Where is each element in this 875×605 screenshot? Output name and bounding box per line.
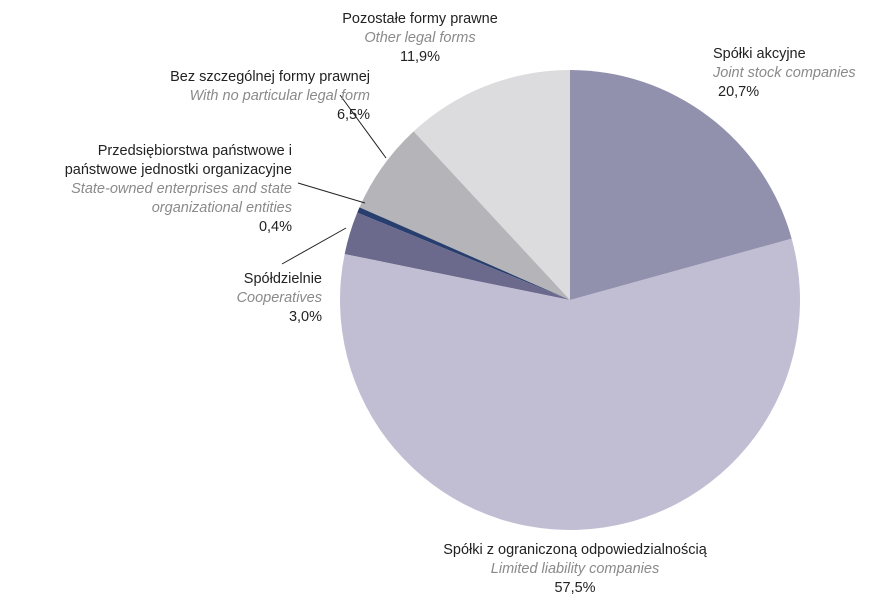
name: Spółki akcyjne <box>713 46 806 62</box>
name: Przedsiębiorstwa państwowe i państwowe j… <box>64 143 292 178</box>
slice-label: Spółki akcyjne Joint stock companies 20,7% <box>713 45 875 102</box>
slice-label: Spółdzielnie Cooperatives 3,0% <box>120 270 322 327</box>
leader-line <box>281 227 347 265</box>
value: 57,5% <box>554 580 596 596</box>
en: State-owned enterprises and state organi… <box>71 181 292 216</box>
slice-label: Bez szczególnej formy prawnej With no par… <box>60 68 370 125</box>
name: Pozostałe formy prawne <box>342 11 498 27</box>
name: Spółdzielnie <box>243 271 322 287</box>
value: 3,0% <box>288 309 322 325</box>
value: 20,7% <box>718 84 760 100</box>
name: Bez szczególnej formy prawnej <box>170 69 370 85</box>
value: 0,4% <box>258 219 292 235</box>
slice-label: Spółki z ograniczoną odpowiedzialnością L… <box>375 541 775 598</box>
pie-slice <box>344 212 570 300</box>
pie-slice <box>413 70 570 300</box>
pie-slice <box>339 238 800 530</box>
en: Cooperatives <box>236 290 322 306</box>
en: Joint stock companies <box>713 65 856 81</box>
leader-line <box>297 182 366 204</box>
en: Other legal forms <box>364 30 476 46</box>
pie-slice <box>570 70 792 300</box>
value: 6,5% <box>336 107 370 123</box>
value: 11,9% <box>399 49 441 65</box>
name: Spółki z ograniczoną odpowiedzialnością <box>443 542 707 558</box>
pie-slice <box>359 131 570 300</box>
slice-label: Przedsiębiorstwa państwowe i państwowe j… <box>60 142 292 237</box>
en: Limited liability companies <box>490 561 660 577</box>
en: With no particular legal form <box>189 88 370 104</box>
leader-line <box>339 94 387 159</box>
slice-label: Pozostałe formy prawne Other legal forms 1… <box>290 10 550 67</box>
pie-slice <box>357 207 570 300</box>
